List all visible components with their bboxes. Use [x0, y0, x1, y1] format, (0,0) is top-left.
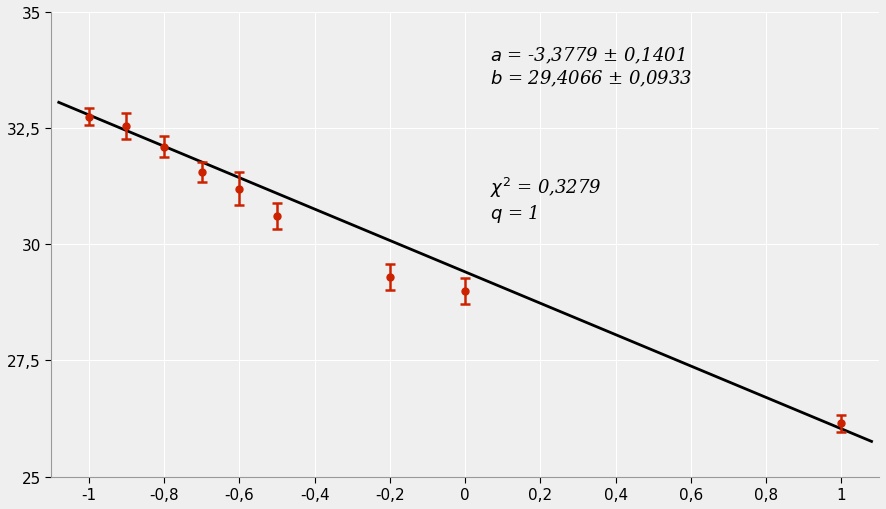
- Text: $\chi^2$ = 0,3279
$q$ = 1: $\chi^2$ = 0,3279 $q$ = 1: [490, 175, 602, 224]
- Text: $a$ = -3,3779 ± 0,1401
$b$ = 29,4066 ± 0,0933: $a$ = -3,3779 ± 0,1401 $b$ = 29,4066 ± 0…: [490, 45, 692, 89]
